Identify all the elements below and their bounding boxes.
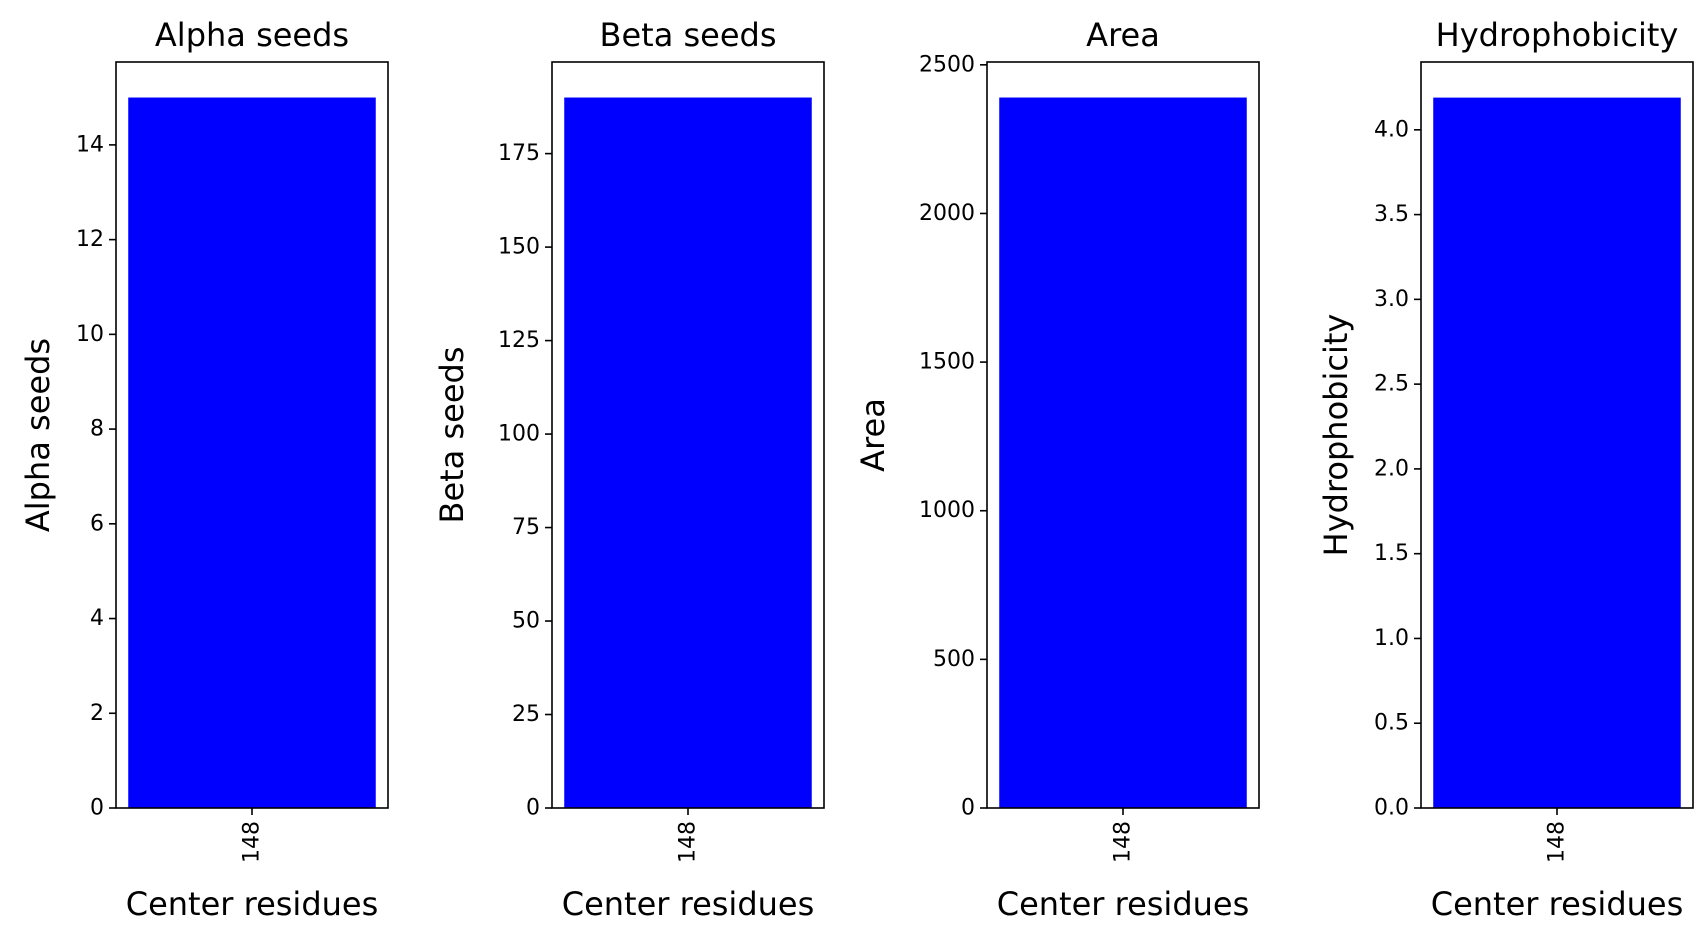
chart-panel-2: 0 25 50 75 100 125 150 175 148 Beta seeds Center r… <box>433 16 825 923</box>
y-tick-label: 2 <box>90 701 104 726</box>
y-tick-label: 50 <box>512 609 540 634</box>
y-tick-label: 2500 <box>919 52 975 77</box>
y-axis-label: Beta seeds <box>433 347 471 524</box>
panel-title: Hydrophobicity <box>1436 16 1679 54</box>
y-tick-label: 75 <box>512 515 540 540</box>
y-tick-label: 8 <box>90 417 104 442</box>
y-tick-label: 6 <box>90 511 104 536</box>
x-tick-label: 148 <box>240 821 265 863</box>
y-tick-label: 1.0 <box>1374 626 1409 651</box>
y-axis-label: Alpha seeds <box>19 338 57 532</box>
x-tick-label: 148 <box>1545 821 1570 863</box>
chart-panel-1: 0 2 4 6 8 10 12 14 148 Alpha seeds Center residues… <box>19 16 389 923</box>
x-axis-label: Center residues <box>126 885 379 923</box>
y-tick-label: 150 <box>498 235 540 260</box>
y-tick-label: 12 <box>76 227 104 252</box>
y-tick-label: 0.0 <box>1374 796 1409 821</box>
x-tick-label: 148 <box>1111 821 1136 863</box>
panel-title: Area <box>1086 16 1160 54</box>
y-tick-label: 25 <box>512 702 540 727</box>
x-axis-label: Center residues <box>997 885 1250 923</box>
y-tick-label: 0.5 <box>1374 711 1409 736</box>
y-tick-label: 3.0 <box>1374 287 1409 312</box>
bar <box>564 97 812 809</box>
y-tick-label: 3.5 <box>1374 202 1409 227</box>
bar <box>128 97 376 809</box>
y-tick-label: 1500 <box>919 350 975 375</box>
y-tick-label: 2.5 <box>1374 372 1409 397</box>
y-tick-label: 500 <box>933 647 975 672</box>
y-tick-label: 0 <box>526 796 540 821</box>
panel-title: Beta seeds <box>600 16 777 54</box>
x-tick-label: 148 <box>676 821 701 863</box>
y-axis-label: Area <box>854 398 892 472</box>
y-tick-label: 10 <box>76 322 104 347</box>
x-axis-label: Center residues <box>562 885 815 923</box>
bar <box>999 97 1247 809</box>
y-tick-label: 100 <box>498 422 540 447</box>
y-tick-label: 0 <box>90 796 104 821</box>
bar <box>1433 97 1681 808</box>
chart-panel-4: 0.0 0.5 1.0 1.5 2.0 2.5 3.0 3.5 4.0 148 Hydrophobi… <box>1317 16 1694 923</box>
panel-title: Alpha seeds <box>155 16 349 54</box>
chart-panel-3: 0 500 1000 1500 2000 2500 148 Area Center residu… <box>854 16 1260 923</box>
y-tick-label: 0 <box>961 796 975 821</box>
y-tick-label: 4 <box>90 606 104 631</box>
y-tick-label: 14 <box>76 132 104 157</box>
y-tick-label: 1000 <box>919 498 975 523</box>
y-tick-label: 2.0 <box>1374 456 1409 481</box>
x-axis-label: Center residues <box>1431 885 1684 923</box>
y-tick-label: 4.0 <box>1374 117 1409 142</box>
y-tick-label: 175 <box>498 141 540 166</box>
y-tick-label: 125 <box>498 328 540 353</box>
y-tick-label: 1.5 <box>1374 541 1409 566</box>
y-tick-label: 2000 <box>919 201 975 226</box>
y-axis-label: Hydrophobicity <box>1317 314 1355 557</box>
